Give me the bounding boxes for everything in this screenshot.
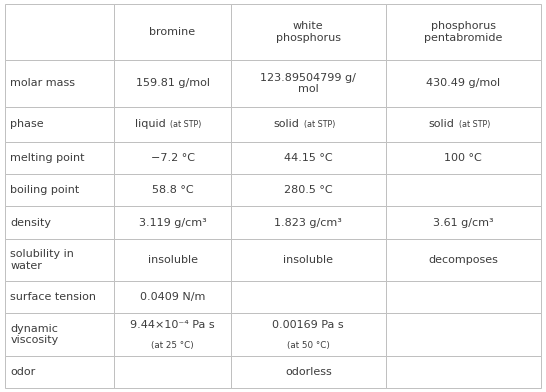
Text: 9.44×10⁻⁴ Pa s: 9.44×10⁻⁴ Pa s xyxy=(130,320,215,330)
Text: odorless: odorless xyxy=(285,367,331,377)
Text: (at STP): (at STP) xyxy=(454,120,490,129)
Text: dynamic
viscosity: dynamic viscosity xyxy=(10,323,58,345)
Text: 0.00169 Pa s: 0.00169 Pa s xyxy=(272,320,344,330)
Bar xyxy=(114,174,231,207)
Bar xyxy=(385,60,541,107)
Text: boiling point: boiling point xyxy=(10,185,80,195)
Text: 0.0409 N/m: 0.0409 N/m xyxy=(140,292,205,302)
Text: (at STP): (at STP) xyxy=(299,120,335,129)
Text: phosphorus
pentabromide: phosphorus pentabromide xyxy=(424,21,502,43)
Bar xyxy=(231,142,385,174)
Text: density: density xyxy=(10,218,51,228)
Text: odor: odor xyxy=(10,367,35,377)
Bar xyxy=(385,281,541,313)
Bar xyxy=(114,239,231,281)
Bar xyxy=(231,60,385,107)
Text: surface tension: surface tension xyxy=(10,292,97,302)
Bar xyxy=(5,207,114,239)
Text: (at 50 °C): (at 50 °C) xyxy=(287,341,330,350)
Bar xyxy=(231,174,385,207)
Bar xyxy=(231,356,385,388)
Bar xyxy=(5,239,114,281)
Text: molar mass: molar mass xyxy=(10,78,75,88)
Text: 44.15 °C: 44.15 °C xyxy=(284,153,333,163)
Text: insoluble: insoluble xyxy=(283,255,333,265)
Bar xyxy=(114,4,231,60)
Text: insoluble: insoluble xyxy=(147,255,198,265)
Text: 100 °C: 100 °C xyxy=(444,153,482,163)
Text: (at 25 °C): (at 25 °C) xyxy=(151,341,194,350)
Text: 58.8 °C: 58.8 °C xyxy=(152,185,193,195)
Bar xyxy=(385,174,541,207)
Bar xyxy=(5,356,114,388)
Bar xyxy=(385,207,541,239)
Bar xyxy=(385,313,541,356)
Bar xyxy=(114,207,231,239)
Bar xyxy=(231,239,385,281)
Bar xyxy=(385,239,541,281)
Text: 123.89504799 g/
mol: 123.89504799 g/ mol xyxy=(260,73,356,94)
Text: decomposes: decomposes xyxy=(428,255,498,265)
Text: melting point: melting point xyxy=(10,153,85,163)
Bar xyxy=(231,207,385,239)
Text: bromine: bromine xyxy=(150,27,195,37)
Bar xyxy=(114,356,231,388)
Bar xyxy=(385,107,541,142)
Bar xyxy=(114,313,231,356)
Text: 3.61 g/cm³: 3.61 g/cm³ xyxy=(433,218,494,228)
Bar xyxy=(5,60,114,107)
Bar xyxy=(231,281,385,313)
Bar xyxy=(114,281,231,313)
Text: solid: solid xyxy=(428,119,454,129)
Bar xyxy=(5,142,114,174)
Text: (at STP): (at STP) xyxy=(165,120,202,129)
Text: 3.119 g/cm³: 3.119 g/cm³ xyxy=(139,218,206,228)
Bar xyxy=(5,281,114,313)
Bar xyxy=(5,313,114,356)
Bar xyxy=(114,60,231,107)
Text: liquid: liquid xyxy=(135,119,165,129)
Text: solubility in
water: solubility in water xyxy=(10,249,74,270)
Bar xyxy=(114,107,231,142)
Text: white
phosphorus: white phosphorus xyxy=(276,21,341,43)
Bar xyxy=(114,142,231,174)
Bar xyxy=(231,107,385,142)
Bar xyxy=(231,4,385,60)
Text: 430.49 g/mol: 430.49 g/mol xyxy=(426,78,500,88)
Bar xyxy=(231,313,385,356)
Bar xyxy=(385,356,541,388)
Bar xyxy=(5,174,114,207)
Text: 1.823 g/cm³: 1.823 g/cm³ xyxy=(275,218,342,228)
Text: −7.2 °C: −7.2 °C xyxy=(151,153,194,163)
Bar xyxy=(5,4,114,60)
Text: solid: solid xyxy=(273,119,299,129)
Bar xyxy=(385,142,541,174)
Text: 159.81 g/mol: 159.81 g/mol xyxy=(135,78,210,88)
Text: phase: phase xyxy=(10,119,44,129)
Bar xyxy=(385,4,541,60)
Text: 280.5 °C: 280.5 °C xyxy=(284,185,333,195)
Bar xyxy=(5,107,114,142)
